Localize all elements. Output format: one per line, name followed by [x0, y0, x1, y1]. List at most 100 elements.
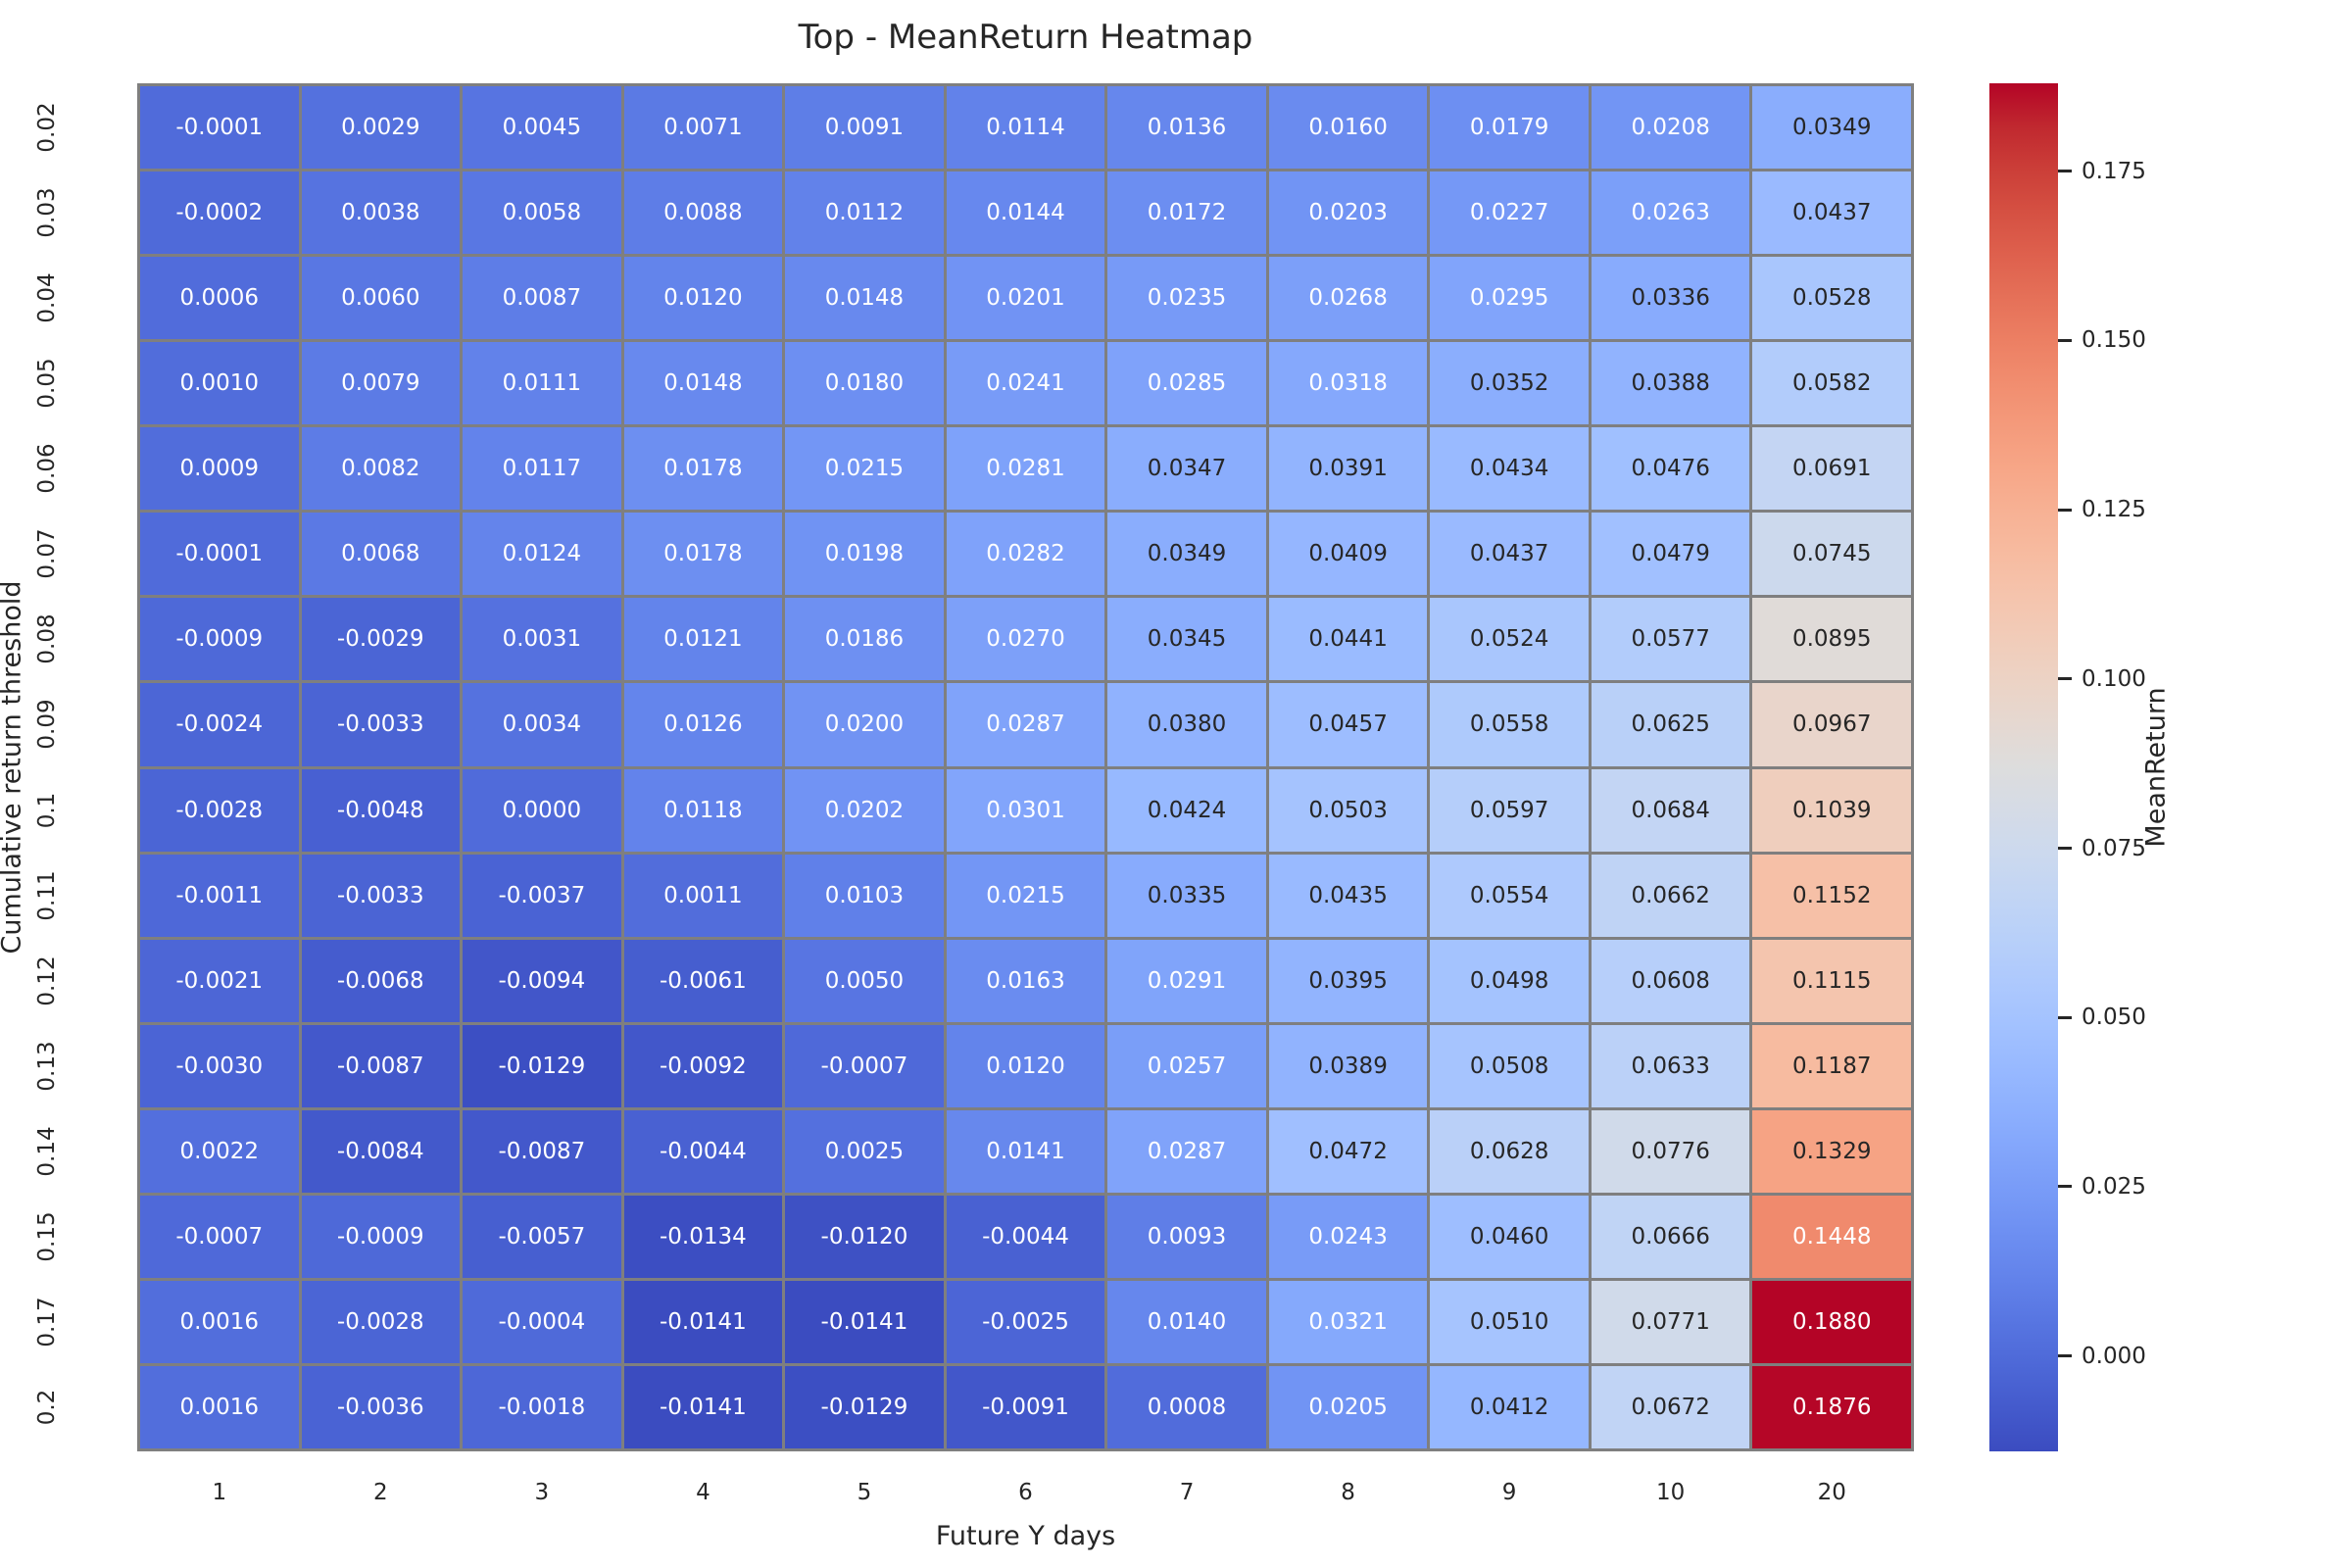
heatmap-cell: 0.0120 [623, 257, 783, 340]
heatmap-cell: 0.0270 [946, 598, 1105, 681]
heatmap-cell: 0.0179 [1430, 86, 1589, 170]
heatmap-cell: 0.0409 [1268, 513, 1428, 596]
heatmap-cell: 0.0435 [1268, 854, 1428, 937]
heatmap-grid: -0.0001 0.0029 0.0045 0.0071 0.0091 0.0114 0.0… [137, 83, 1914, 1451]
heatmap-cell: -0.0141 [785, 1280, 944, 1363]
heatmap-cell: 0.0009 [140, 427, 299, 511]
y-tick-label: 0.09 [34, 699, 60, 751]
y-tick-label: 0.14 [34, 1126, 60, 1177]
heatmap-cell: 0.0318 [1268, 342, 1428, 425]
heatmap-cell: 0.1152 [1752, 854, 1911, 937]
colorbar-tick-label: 0.075 [2082, 835, 2146, 861]
heatmap-cell: 0.0180 [785, 342, 944, 425]
heatmap-cell: 0.0241 [946, 342, 1105, 425]
x-tick-label: 10 [1656, 1480, 1686, 1505]
heatmap-cell: -0.0134 [623, 1195, 783, 1278]
heatmap-cell: 0.0235 [1107, 257, 1266, 340]
heatmap-cell: 0.0745 [1752, 513, 1911, 596]
heatmap-cell: 0.0510 [1430, 1280, 1589, 1363]
heatmap-cell: -0.0024 [140, 683, 299, 766]
heatmap-cell: 0.0895 [1752, 598, 1911, 681]
heatmap-cell: -0.0092 [623, 1024, 783, 1107]
heatmap-cell: 0.0285 [1107, 342, 1266, 425]
heatmap-cell: 0.0437 [1430, 513, 1589, 596]
heatmap-cell: 0.1115 [1752, 939, 1911, 1022]
colorbar-tick [2058, 338, 2072, 342]
heatmap-cell: -0.0141 [623, 1280, 783, 1363]
heatmap-cell: 0.0022 [140, 1109, 299, 1193]
heatmap-cell: -0.0033 [301, 854, 461, 937]
heatmap-cell: 0.0114 [946, 86, 1105, 170]
heatmap-cell: 0.0287 [946, 683, 1105, 766]
heatmap-cell: -0.0120 [785, 1195, 944, 1278]
y-tick-label: 0.02 [34, 102, 60, 153]
chart-title: Top - MeanReturn Heatmap [798, 18, 1253, 57]
heatmap-cell: 0.0203 [1268, 172, 1428, 255]
heatmap-cell: 0.0071 [623, 86, 783, 170]
heatmap-cell: 0.0345 [1107, 598, 1266, 681]
heatmap-cell: 0.0208 [1591, 86, 1750, 170]
heatmap-cell: -0.0087 [301, 1024, 461, 1107]
heatmap-cell: 0.0016 [140, 1280, 299, 1363]
heatmap-cell: 0.0160 [1268, 86, 1428, 170]
heatmap-cell: -0.0048 [301, 768, 461, 852]
heatmap-cell: 0.0088 [623, 172, 783, 255]
heatmap-cell: 0.0008 [1107, 1365, 1266, 1448]
heatmap-cell: 0.0352 [1430, 342, 1589, 425]
heatmap-cell: -0.0025 [946, 1280, 1105, 1363]
heatmap-cell: 0.0321 [1268, 1280, 1428, 1363]
heatmap-cell: 0.0524 [1430, 598, 1589, 681]
heatmap-cell: -0.0021 [140, 939, 299, 1022]
heatmap-cell: 0.0068 [301, 513, 461, 596]
heatmap-cell: -0.0091 [946, 1365, 1105, 1448]
heatmap-cell: -0.0068 [301, 939, 461, 1022]
heatmap-cell: 0.0136 [1107, 86, 1266, 170]
colorbar-tick-label: 0.025 [2082, 1173, 2146, 1200]
heatmap-cell: 0.0347 [1107, 427, 1266, 511]
heatmap-cell: 0.0336 [1591, 257, 1750, 340]
heatmap-cell: -0.0007 [785, 1024, 944, 1107]
heatmap-cell: 0.0010 [140, 342, 299, 425]
heatmap-cell: 0.0388 [1591, 342, 1750, 425]
heatmap-cell: 0.0771 [1591, 1280, 1750, 1363]
heatmap-cell: 0.0144 [946, 172, 1105, 255]
heatmap-cell: 0.0006 [140, 257, 299, 340]
heatmap-cell: 0.0528 [1752, 257, 1911, 340]
y-tick-label: 0.13 [34, 1041, 60, 1092]
heatmap-cell: 0.0577 [1591, 598, 1750, 681]
heatmap-cell: -0.0007 [140, 1195, 299, 1278]
heatmap-cell: 0.0437 [1752, 172, 1911, 255]
heatmap-cell: 0.0121 [623, 598, 783, 681]
x-tick-label: 2 [372, 1480, 388, 1505]
heatmap-cell: 0.1187 [1752, 1024, 1911, 1107]
colorbar-tick [2058, 847, 2072, 851]
heatmap-cell: 0.0093 [1107, 1195, 1266, 1278]
heatmap-cell: 0.0178 [623, 427, 783, 511]
heatmap-cell: 0.0263 [1591, 172, 1750, 255]
heatmap-cell: 0.0058 [463, 172, 621, 255]
heatmap-cell: 0.0476 [1591, 427, 1750, 511]
heatmap-cell: -0.0011 [140, 854, 299, 937]
heatmap-cell: 0.0424 [1107, 768, 1266, 852]
heatmap-cell: 0.0126 [623, 683, 783, 766]
x-tick-label: 7 [1179, 1480, 1195, 1505]
heatmap-cell: 0.0434 [1430, 427, 1589, 511]
y-tick-label: 0.1 [34, 792, 60, 828]
heatmap-cell: 0.1876 [1752, 1365, 1911, 1448]
heatmap-cell: 0.0011 [623, 854, 783, 937]
heatmap-cell: 0.0301 [946, 768, 1105, 852]
heatmap-cell: 0.1039 [1752, 768, 1911, 852]
heatmap-cell: 0.0395 [1268, 939, 1428, 1022]
y-tick-label: 0.06 [34, 443, 60, 494]
heatmap-cell: 0.0554 [1430, 854, 1589, 937]
heatmap-cell: 0.0243 [1268, 1195, 1428, 1278]
heatmap-cell: 0.0025 [785, 1109, 944, 1193]
heatmap-cell: 0.0380 [1107, 683, 1266, 766]
heatmap-cell: -0.0036 [301, 1365, 461, 1448]
heatmap-cell: -0.0029 [301, 598, 461, 681]
heatmap-cell: -0.0028 [301, 1280, 461, 1363]
y-tick-label: 0.05 [34, 358, 60, 409]
x-tick-label: 1 [212, 1480, 227, 1505]
heatmap-cell: 0.0691 [1752, 427, 1911, 511]
